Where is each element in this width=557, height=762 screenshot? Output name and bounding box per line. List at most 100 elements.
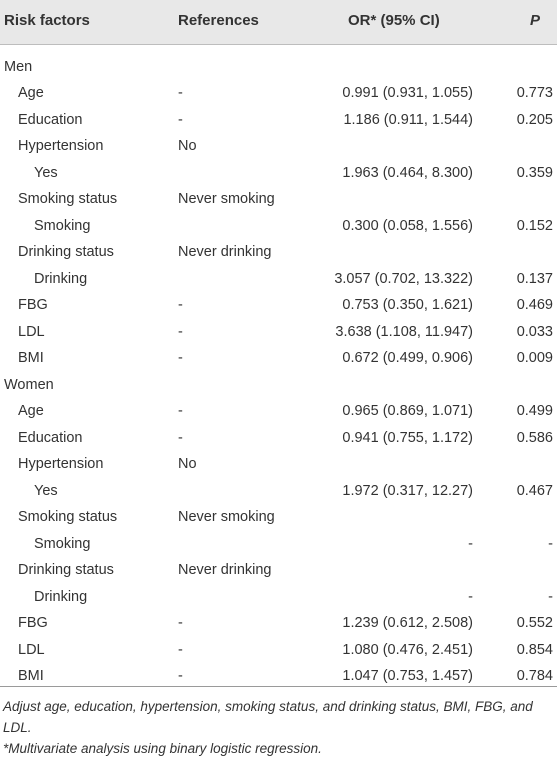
cell-p-value: - <box>548 588 553 605</box>
cell-p-value: 0.359 <box>516 164 553 181</box>
table-row: Drinking status Never drinking <box>0 239 557 266</box>
cell-p-value: 0.854 <box>516 641 553 658</box>
table-row: LDL - 3.638 (1.108, 11.947) 0.033 <box>0 319 557 346</box>
cell-risk-factor: Age <box>18 85 44 101</box>
footnote-method: *Multivariate analysis using binary logi… <box>3 741 322 756</box>
cell-reference: - <box>178 668 183 684</box>
table-row: Age - 0.965 (0.869, 1.071) 0.499 <box>0 398 557 425</box>
cell-or-ci: 1.239 (0.612, 2.508) <box>342 615 473 631</box>
cell-or-ci: 3.638 (1.108, 11.947) <box>335 323 473 340</box>
cell-risk-factor: Age <box>18 403 44 419</box>
cell-or-ci: 1.047 (0.753, 1.457) <box>342 668 473 684</box>
cell-p-value: 0.784 <box>516 668 553 684</box>
table-row: Yes 1.972 (0.317, 12.27) 0.467 <box>0 478 557 505</box>
cell-risk-factor: BMI <box>18 668 44 684</box>
header-risk-factors: Risk factors <box>4 12 90 29</box>
cell-risk-factor: FBG <box>18 615 48 631</box>
table-row: Hypertension No <box>0 133 557 160</box>
cell-or-ci: 0.965 (0.869, 1.071) <box>342 403 473 419</box>
cell-reference: - <box>178 403 183 419</box>
cell-reference: - <box>178 429 183 446</box>
cell-reference: - <box>178 297 183 313</box>
cell-reference: No <box>178 456 197 472</box>
cell-p-value: 0.033 <box>516 323 553 340</box>
table-row: Age - 0.991 (0.931, 1.055) 0.773 <box>0 80 557 107</box>
cell-risk-factor: LDL <box>18 323 45 340</box>
header-or-ci: OR* (95% CI) <box>348 12 440 29</box>
cell-or-ci: 1.186 (0.911, 1.544) <box>343 111 473 128</box>
cell-or-ci: - <box>468 588 473 605</box>
cell-risk-factor: Hypertension <box>18 456 104 472</box>
cell-reference: Never drinking <box>178 244 272 260</box>
cell-or-ci: 0.991 (0.931, 1.055) <box>342 85 473 101</box>
cell-risk-factor: Yes <box>34 482 58 499</box>
cell-risk-factor: Yes <box>34 164 58 181</box>
cell-or-ci: 0.753 (0.350, 1.621) <box>342 297 473 313</box>
table-row: Hypertension No <box>0 451 557 478</box>
cell-risk-factor: Smoking status <box>18 509 118 525</box>
cell-or-ci: 1.080 (0.476, 2.451) <box>342 641 473 658</box>
table-row: Education - 0.941 (0.755, 1.172) 0.586 <box>0 425 557 452</box>
cell-risk-factor: Smoking <box>34 535 91 552</box>
table-row: Drinking 3.057 (0.702, 13.322) 0.137 <box>0 266 557 293</box>
cell-or-ci: - <box>468 535 473 552</box>
cell-reference: - <box>178 323 183 340</box>
cell-risk-factor: Education <box>18 111 83 128</box>
cell-risk-factor: Drinking <box>34 270 88 287</box>
cell-p-value: 0.552 <box>516 615 553 631</box>
cell-reference: Never drinking <box>178 562 272 578</box>
cell-risk-factor: Smoking status <box>18 191 118 207</box>
header-p-value: P <box>530 12 541 29</box>
cell-risk-factor: Smoking <box>34 217 91 234</box>
cell-or-ci: 1.972 (0.317, 12.27) <box>342 482 473 499</box>
cell-risk-factor: BMI <box>18 350 44 366</box>
cell-or-ci: 0.941 (0.755, 1.172) <box>342 429 473 446</box>
cell-or-ci: 1.963 (0.464, 8.300) <box>342 164 473 181</box>
cell-reference: - <box>178 641 183 658</box>
cell-or-ci: 0.672 (0.499, 0.906) <box>342 350 473 366</box>
cell-or-ci: 0.300 (0.058, 1.556) <box>342 217 473 234</box>
cell-risk-factor: Drinking status <box>18 562 114 578</box>
cell-risk-factor: Education <box>18 429 83 446</box>
cell-risk-factor: LDL <box>18 641 45 658</box>
table-header-row: Risk factors References OR* (95% CI) P <box>0 0 557 45</box>
table-bottom-rule <box>0 686 557 687</box>
cell-p-value: 0.137 <box>516 270 553 287</box>
cell-risk-factor: FBG <box>18 297 48 313</box>
cell-risk-factor: Women <box>4 376 54 393</box>
table-row: Smoking 0.300 (0.058, 1.556) 0.152 <box>0 213 557 240</box>
cell-p-value: 0.467 <box>516 482 553 499</box>
cell-p-value: 0.469 <box>516 297 553 313</box>
cell-p-value: - <box>548 535 553 552</box>
cell-reference: - <box>178 111 183 128</box>
table-row: BMI - 1.047 (0.753, 1.457) 0.784 <box>0 663 557 690</box>
cell-p-value: 0.152 <box>516 217 553 234</box>
cell-p-value: 0.773 <box>516 85 553 101</box>
table-row: FBG - 0.753 (0.350, 1.621) 0.469 <box>0 292 557 319</box>
table-row: Smoking - - <box>0 531 557 558</box>
cell-p-value: 0.205 <box>516 111 553 128</box>
footnote-adjustment: Adjust age, education, hypertension, smo… <box>3 699 533 735</box>
table-row: Drinking status Never drinking <box>0 557 557 584</box>
cell-p-value: 0.586 <box>516 429 553 446</box>
cell-reference: Never smoking <box>178 509 275 525</box>
cell-reference: - <box>178 85 183 101</box>
cell-risk-factor: Hypertension <box>18 138 104 154</box>
table-row: Smoking status Never smoking <box>0 504 557 531</box>
cell-risk-factor: Drinking <box>34 588 88 605</box>
cell-reference: - <box>178 350 183 366</box>
cell-p-value: 0.499 <box>516 403 553 419</box>
table-group-row: Women <box>0 372 557 399</box>
table-row: Education - 1.186 (0.911, 1.544) 0.205 <box>0 107 557 134</box>
table-row: FBG - 1.239 (0.612, 2.508) 0.552 <box>0 610 557 637</box>
cell-reference: - <box>178 615 183 631</box>
cell-risk-factor: Drinking status <box>18 244 114 260</box>
table-row: Yes 1.963 (0.464, 8.300) 0.359 <box>0 160 557 187</box>
header-references: References <box>178 12 259 29</box>
table-row: BMI - 0.672 (0.499, 0.906) 0.009 <box>0 345 557 372</box>
cell-reference: No <box>178 138 197 154</box>
cell-or-ci: 3.057 (0.702, 13.322) <box>334 270 473 287</box>
cell-risk-factor: Men <box>4 58 33 75</box>
table-group-row: Men <box>0 54 557 81</box>
